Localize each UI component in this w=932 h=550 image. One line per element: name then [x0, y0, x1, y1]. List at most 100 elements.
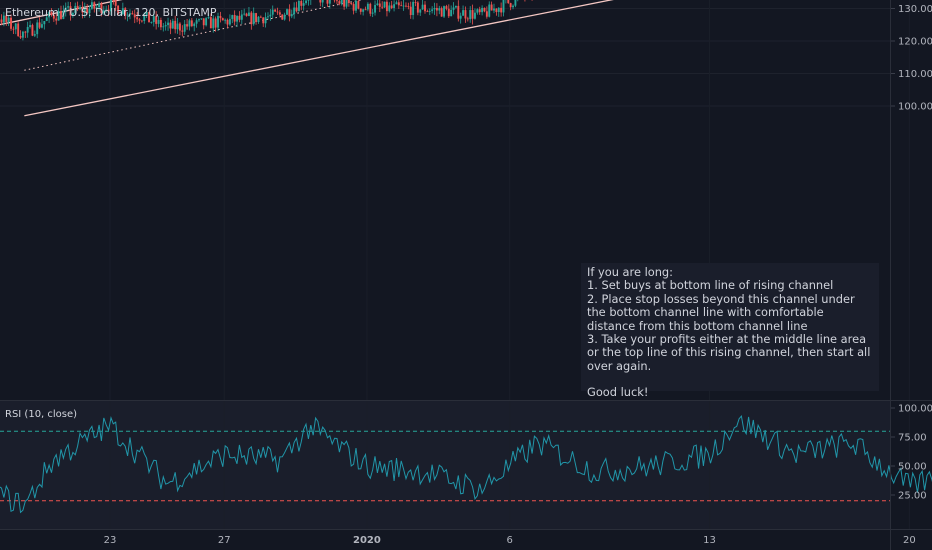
price-candle [45, 11, 48, 22]
candle-body [228, 19, 231, 25]
price-candle [376, 0, 379, 6]
candle-body [71, 12, 74, 16]
price-candle [407, 2, 410, 10]
price-candle [257, 15, 260, 24]
candle-body [405, 5, 407, 7]
candle-body [493, 8, 495, 11]
candle-body [490, 4, 493, 11]
candle-body [50, 12, 53, 16]
price-candle [281, 14, 284, 20]
candle-body [221, 18, 224, 21]
candle-body [110, 0, 112, 12]
price-candle [405, 2, 407, 8]
candle-body [195, 20, 198, 24]
candle-body [305, 0, 307, 4]
candle-body [283, 14, 286, 20]
price-candle [343, 0, 346, 10]
candle-body [300, 1, 303, 6]
price-candle [454, 5, 457, 9]
price-candle [124, 7, 127, 20]
price-candle [381, 1, 384, 10]
price-candle [183, 19, 186, 35]
price-candle [79, 4, 81, 11]
candle-body [76, 5, 79, 10]
price-candle [155, 11, 158, 30]
candle-body [445, 6, 448, 9]
candle-body [376, 3, 379, 6]
price-candle [385, 0, 388, 17]
candle-body [233, 15, 236, 22]
candle-body [164, 25, 167, 27]
note-line-1: If you are long: [587, 265, 674, 279]
candle-body [247, 12, 250, 16]
candle-body [454, 5, 457, 8]
price-candle [198, 18, 200, 23]
price-candle [264, 12, 267, 28]
price-candle [169, 19, 172, 35]
price-candle [174, 15, 177, 34]
candle-body [421, 4, 424, 10]
candle-body [190, 20, 193, 27]
candle-body [5, 15, 8, 22]
price-candle [236, 15, 238, 27]
candle-body [319, 0, 322, 3]
price-candle [362, 8, 365, 16]
candle-body [148, 11, 150, 23]
candle-body [140, 20, 143, 22]
candle-body [219, 15, 222, 19]
candle-body [369, 3, 372, 14]
candle-body [38, 22, 41, 28]
price-candle [274, 8, 277, 12]
candle-body [326, 0, 329, 4]
rsi-tick-label: 75.00 [898, 433, 927, 444]
price-candle [338, 0, 341, 6]
price-candle [474, 8, 476, 20]
price-candle [119, 13, 122, 15]
candle-body [64, 7, 67, 11]
price-candle [426, 9, 429, 13]
price-candle [395, 0, 398, 5]
note-line-3: 2. Place stop losses beyond this channel… [587, 291, 855, 333]
candle-body [250, 12, 253, 25]
price-candle [283, 12, 286, 21]
price-candle [517, 0, 519, 2]
note-line-2: 1. Set buys at bottom line of rising cha… [587, 278, 834, 293]
price-candle [297, 0, 300, 12]
candle-body [269, 14, 272, 17]
candle-body [186, 24, 189, 27]
candle-body [488, 4, 491, 17]
price-candle [390, 0, 393, 10]
price-candle [483, 7, 486, 13]
time-tick-label: 6 [507, 535, 513, 546]
price-candle [98, 1, 101, 12]
price-candle [0, 14, 3, 26]
candle-body [474, 12, 476, 19]
price-candle [488, 1, 491, 18]
chart-title: Ethereum / U.S. Dollar, 120, BITSTAMP [5, 6, 217, 19]
candle-body [478, 9, 481, 13]
candle-body [507, 0, 510, 4]
price-candle [145, 11, 148, 19]
candle-body [374, 5, 376, 13]
price-candle [321, 0, 324, 8]
price-candle [107, 4, 110, 17]
price-candle [307, 0, 310, 6]
candle-body [26, 26, 29, 33]
candle-body [255, 13, 258, 22]
candle-body [412, 1, 415, 16]
candle-body [362, 9, 365, 12]
candle-body [174, 20, 177, 30]
candle-body [471, 10, 474, 19]
candle-body [395, 2, 398, 5]
price-candle [74, 2, 77, 16]
candle-body [169, 22, 172, 29]
price-candle [50, 8, 53, 17]
candle-body [126, 14, 129, 16]
candle-body [321, 0, 324, 3]
candle-body [29, 25, 32, 27]
candle-body [74, 5, 77, 13]
rsi-panel-background [0, 401, 890, 529]
price-candle [481, 5, 484, 16]
candle-body [52, 15, 55, 19]
candle-body [409, 6, 412, 16]
